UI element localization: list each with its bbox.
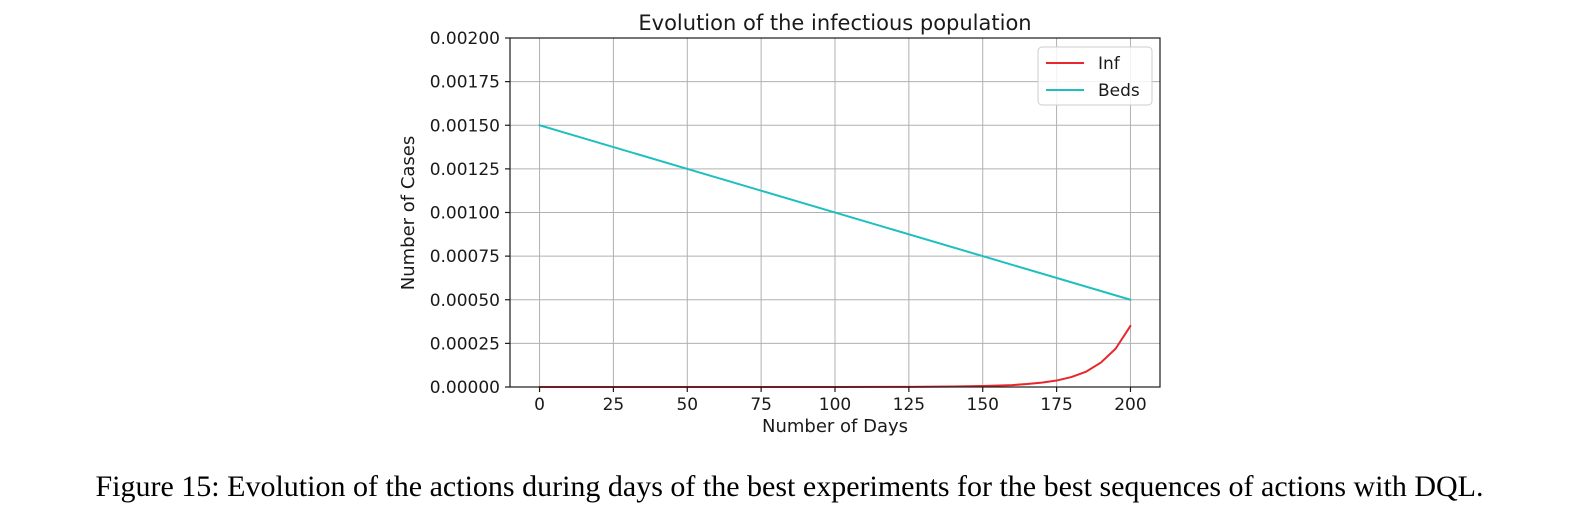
x-tick-label: 125 — [893, 395, 925, 415]
legend: Inf Beds — [1037, 46, 1153, 106]
y-tick-label: 0.00150 — [430, 116, 500, 136]
x-tick-label: 75 — [750, 395, 772, 415]
y-tick-label: 0.00200 — [430, 29, 500, 49]
x-tick-label: 200 — [1114, 395, 1146, 415]
x-tick-label: 50 — [676, 395, 698, 415]
y-tick-label: 0.00050 — [430, 291, 500, 311]
x-tick-label: 100 — [819, 395, 851, 415]
chart: Evolution of the infectious population 0… — [398, 11, 1161, 437]
axis-ticks: 0 25 50 75 100 125 150 175 200 0.00000 0.00025 0.00… — [430, 29, 1147, 415]
x-tick-label: 175 — [1040, 395, 1072, 415]
x-axis-label: Number of Days — [762, 416, 908, 437]
x-tick-label: 150 — [967, 395, 999, 415]
y-tick-label: 0.00125 — [430, 160, 500, 180]
y-axis-label: Number of Cases — [398, 136, 419, 291]
y-tick-label: 0.00175 — [430, 73, 500, 93]
legend-label-beds: Beds — [1098, 81, 1140, 101]
x-tick-label: 25 — [603, 395, 625, 415]
y-tick-label: 0.00025 — [430, 334, 500, 354]
legend-label-inf: Inf — [1098, 54, 1121, 74]
y-tick-label: 0.00000 — [430, 378, 500, 398]
chart-title: Evolution of the infectious population — [638, 11, 1031, 35]
x-tick-label: 0 — [534, 395, 545, 415]
y-tick-label: 0.00075 — [430, 247, 500, 267]
y-tick-label: 0.00100 — [430, 204, 500, 224]
figure-caption: Figure 15: Evolution of the actions duri… — [95, 470, 1484, 503]
series-line-beds — [538, 124, 1132, 301]
